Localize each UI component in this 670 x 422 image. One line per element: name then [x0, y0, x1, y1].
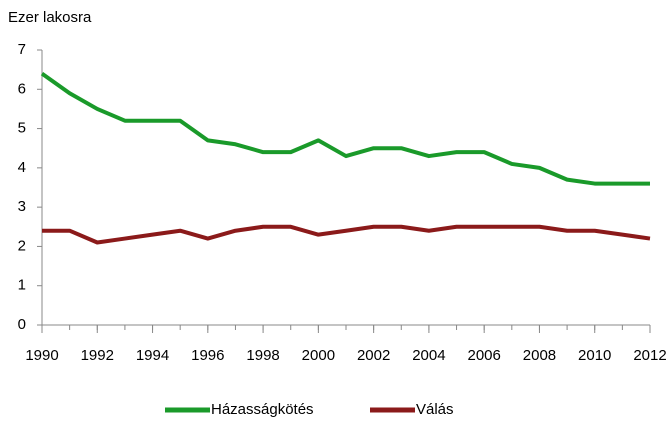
- legend-label: Válás: [416, 401, 454, 418]
- y-tick-label: 5: [18, 120, 26, 137]
- y-tick-label: 2: [18, 237, 26, 254]
- x-tick-label: 2010: [578, 347, 611, 364]
- series-line: [42, 224, 651, 245]
- x-tick-label: 2000: [302, 347, 335, 364]
- x-tick-label: 2012: [633, 347, 666, 364]
- y-tick-label: 7: [18, 41, 26, 58]
- y-tick-label: 0: [18, 316, 26, 333]
- x-tick-label: 2002: [357, 347, 390, 364]
- legend-label: Házasságkötés: [211, 401, 314, 418]
- y-tick-label: 3: [18, 198, 26, 215]
- y-tick-label: 4: [18, 159, 26, 176]
- x-tick-label: 2006: [467, 347, 500, 364]
- x-tick-label: 1998: [246, 347, 279, 364]
- series-line: [40, 71, 650, 186]
- x-tick-label: 1996: [191, 347, 224, 364]
- x-tick-label: 1990: [25, 347, 58, 364]
- x-tick-label: 1992: [81, 347, 114, 364]
- y-tick-label: 1: [18, 277, 26, 294]
- y-tick-label: 6: [18, 80, 26, 97]
- x-tick-label: 2004: [412, 347, 445, 364]
- x-tick-label: 2008: [523, 347, 556, 364]
- y-axis-label: Ezer lakosra: [8, 9, 92, 26]
- x-tick-label: 1994: [136, 347, 169, 364]
